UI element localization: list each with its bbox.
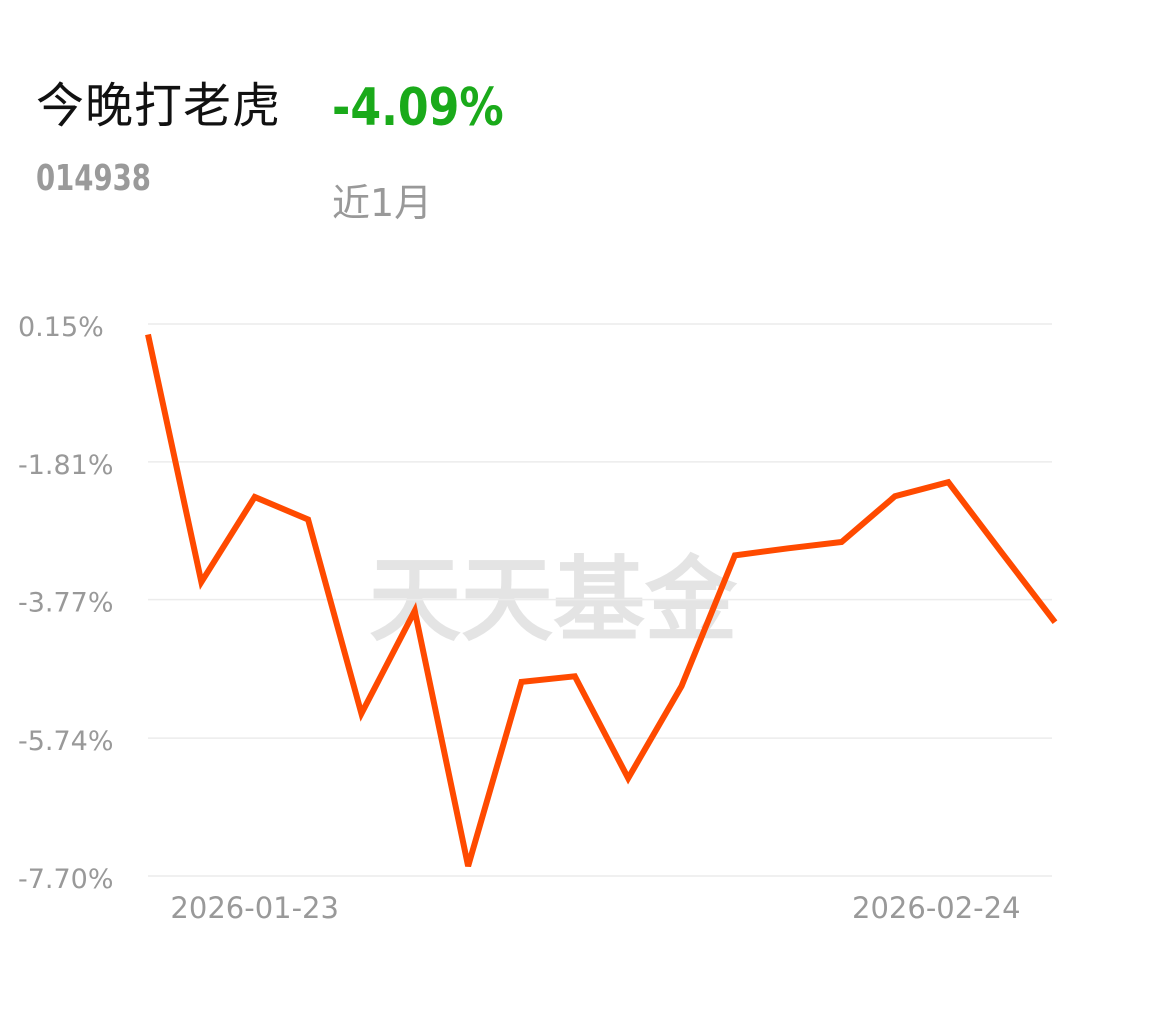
period-return: -4.09% <box>332 78 504 138</box>
y-tick-label: -1.81% <box>18 450 114 481</box>
fund-code: 014938 <box>36 158 151 199</box>
y-tick-label: 0.15% <box>18 312 104 343</box>
x-tick-label: 2026-01-23 <box>170 891 339 925</box>
series-line <box>145 333 1058 867</box>
period-label[interactable]: 近1月 <box>332 181 433 225</box>
fund-name: 今晚打老虎 <box>36 78 282 134</box>
y-tick-label: -7.70% <box>18 864 114 895</box>
x-tick-label: 2026-02-24 <box>852 891 1021 925</box>
y-tick-label: -5.74% <box>18 726 114 757</box>
y-tick-label: -3.77% <box>18 588 114 619</box>
